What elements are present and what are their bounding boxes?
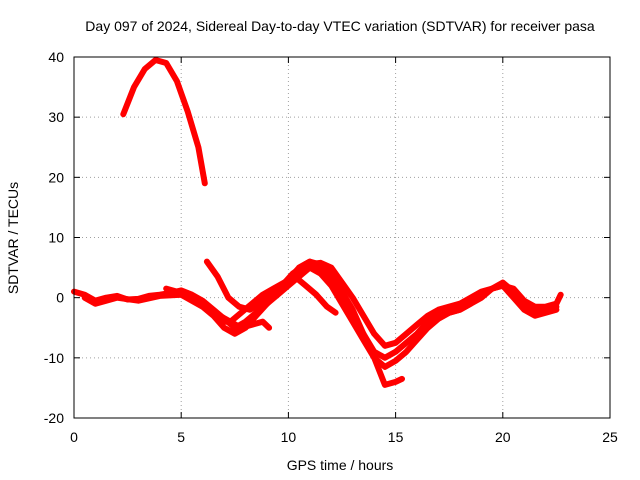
grid-lines (74, 57, 610, 418)
y-tick-label: 0 (56, 290, 64, 306)
x-tick-label: 5 (177, 429, 185, 445)
y-tick-label: -20 (44, 410, 64, 426)
x-tick-label: 25 (602, 429, 618, 445)
series-line-5 (120, 57, 208, 187)
series-line-8 (163, 285, 273, 331)
y-tick-label: 20 (48, 169, 64, 185)
x-axis-label: GPS time / hours (287, 457, 394, 473)
series-layer (71, 57, 564, 388)
series-line-4 (291, 259, 564, 349)
series-line-1 (71, 264, 560, 370)
x-tick-label: 15 (388, 429, 404, 445)
x-tick-label: 20 (495, 429, 511, 445)
y-tick-label: 40 (48, 49, 64, 65)
y-tick-label: 30 (48, 109, 64, 125)
x-tick-label: 10 (281, 429, 297, 445)
y-tick-label: -10 (44, 350, 64, 366)
axis-ticks: 0 5 10 15 20 25 -20 -10 0 10 20 30 40 (44, 49, 618, 445)
y-tick-label: 10 (48, 230, 64, 246)
y-axis-label: SDTVAR / TECUs (5, 182, 21, 294)
series-line-7 (216, 273, 339, 325)
chart-title: Day 097 of 2024, Sidereal Day-to-day VTE… (85, 18, 595, 34)
x-tick-label: 0 (70, 429, 78, 445)
